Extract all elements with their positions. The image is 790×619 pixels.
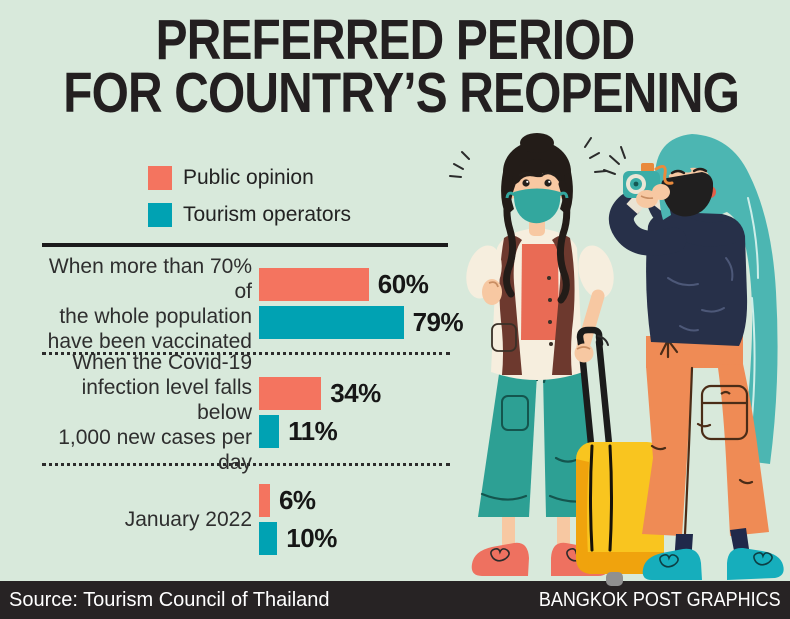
teal-sneaker-left (642, 548, 702, 580)
legend-label: Tourism operators (183, 203, 352, 226)
surprise-marks (449, 137, 607, 178)
bar-pair: 6% 10% (259, 484, 337, 555)
category-label: January 2022 (124, 508, 252, 531)
bar-public-opinion (259, 377, 322, 410)
legend-item-public-opinion: Public opinion (148, 166, 351, 190)
legend-swatch-tourism-operators (148, 203, 172, 227)
value-label: 34% (330, 378, 381, 408)
graphics-credit: BANGKOK POST GRAPHICS (539, 588, 781, 611)
category-label: When more than 70% of the whole populati… (47, 254, 252, 353)
value-label: 79% (412, 307, 464, 337)
coral-sneaker-left (471, 542, 529, 576)
bar-group: When more than 70% of the whole populati… (40, 254, 464, 353)
traveler-left-with-backpack (449, 133, 614, 576)
legend-item-tourism-operators: Tourism operators (148, 203, 351, 227)
cargo-pocket (700, 384, 749, 441)
value-label: 11% (288, 416, 338, 446)
bar-row: 11% (259, 415, 381, 448)
bar-row: 79% (259, 306, 464, 339)
divider-solid (42, 243, 448, 247)
bar-row: 6% (259, 484, 337, 517)
legend-label: Public opinion (183, 166, 314, 189)
bar-row: 34% (259, 377, 381, 410)
camera-click-marks (603, 146, 626, 175)
page-title: PREFERRED PERIOD FOR COUNTRY’S REOPENING (63, 8, 740, 125)
braid-left (503, 180, 517, 298)
bar-public-opinion (259, 484, 270, 517)
traveler-right-with-camera (603, 134, 784, 580)
suitcase-wheel (606, 572, 623, 586)
category-label: When the Covid-19 infection level falls … (58, 351, 252, 474)
teal-sneaker-right (727, 547, 784, 580)
chart-legend: Public opinion Tourism operators (148, 166, 351, 240)
divider-dotted-2 (42, 463, 450, 466)
bar-tourism-operators (259, 306, 404, 339)
divider-dotted-1 (42, 352, 450, 355)
bar-pair: 34% 11% (259, 377, 381, 448)
travelers-illustration (449, 133, 784, 586)
bar-row: 10% (259, 522, 337, 555)
value-label: 10% (286, 523, 337, 553)
bar-public-opinion (259, 268, 369, 301)
value-label: 60% (377, 269, 429, 299)
bar-group: When the Covid-19 infection level falls … (40, 351, 460, 474)
source-credit: Source: Tourism Council of Thailand (9, 588, 330, 611)
bangs (661, 153, 713, 184)
face-mask-teal (513, 188, 561, 224)
legend-swatch-public-opinion (148, 166, 172, 190)
backpack-strap-right (552, 235, 575, 375)
bangs (511, 159, 563, 188)
value-label: 6% (278, 485, 316, 515)
bar-pair: 60% 79% (259, 268, 464, 339)
bar-tourism-operators (259, 522, 278, 555)
rolling-suitcase (576, 326, 687, 586)
bar-row: 60% (259, 268, 463, 301)
bar-tourism-operators (259, 415, 280, 448)
hair-bun (520, 133, 554, 153)
braid-right (556, 180, 571, 304)
bar-group: January 2022 6% 10% (40, 484, 460, 555)
face-mask-black (661, 172, 714, 217)
footer-bar: Source: Tourism Council of Thailand BANG… (0, 581, 790, 619)
title-line-2: FOR COUNTRY’S REOPENING (63, 61, 740, 125)
title-line-1: PREFERRED PERIOD (155, 8, 636, 72)
